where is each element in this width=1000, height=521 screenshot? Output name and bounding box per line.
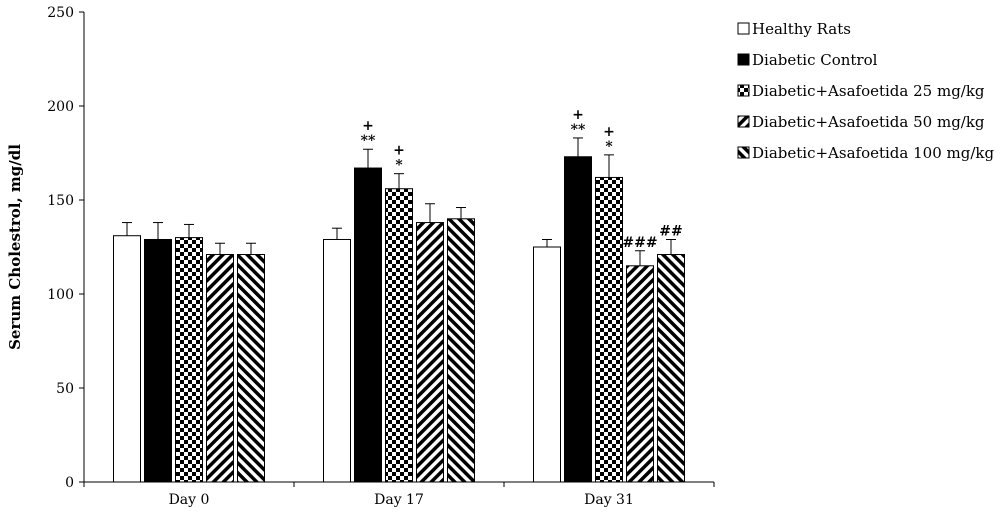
bar <box>447 218 475 483</box>
bar <box>323 238 351 483</box>
x-tick-label: Day 0 <box>169 492 210 508</box>
legend-entry: Diabetic Control <box>752 51 878 69</box>
significance-label: + <box>572 107 584 123</box>
legend-entry: Diabetic+Asafoetida 25 mg/kg <box>752 82 985 100</box>
significance-label: ### <box>622 235 657 251</box>
legend-entry: Diabetic+Asafoetida 50 mg/kg <box>752 113 985 131</box>
legend-swatch <box>737 22 750 35</box>
y-tick-label: 150 <box>47 193 74 209</box>
y-tick-label: 0 <box>65 475 74 491</box>
x-tick-label: Day 17 <box>374 492 424 508</box>
significance-label: ## <box>659 223 682 239</box>
bar <box>206 254 234 483</box>
bar <box>237 254 265 483</box>
bar <box>385 188 413 483</box>
legend-swatch <box>737 84 750 97</box>
y-tick-label: 200 <box>47 99 74 115</box>
bar <box>564 156 592 483</box>
bar <box>416 222 444 483</box>
significance-label: + <box>362 118 374 134</box>
y-axis-label: Serum Cholestrol, mg/dl <box>6 144 24 350</box>
x-tick-label: Day 31 <box>584 492 634 508</box>
y-tick-label: 250 <box>47 5 74 21</box>
significance-label: + <box>603 124 615 140</box>
bar <box>595 176 623 483</box>
y-tick-label: 100 <box>47 287 74 303</box>
bar <box>354 167 382 483</box>
legend-swatch <box>737 115 750 128</box>
bar <box>533 246 561 483</box>
bar <box>657 254 685 483</box>
bar <box>144 238 172 483</box>
legend-swatch <box>737 146 750 159</box>
bar <box>626 265 654 483</box>
significance-label: * <box>395 158 403 174</box>
bar <box>113 235 141 483</box>
significance-label: + <box>393 143 405 159</box>
significance-label: * <box>605 139 613 155</box>
legend: Healthy Rats Diabetic Control Diabetic+Asa… <box>737 20 994 162</box>
y-tick-label: 50 <box>56 381 74 397</box>
legend-swatch <box>737 53 750 66</box>
significance-label: ** <box>571 122 586 138</box>
legend-entry: Healthy Rats <box>752 20 851 38</box>
legend-entry: Diabetic+Asafoetida 100 mg/kg <box>752 144 994 162</box>
significance-label: ** <box>361 133 376 149</box>
bar <box>175 237 203 483</box>
